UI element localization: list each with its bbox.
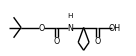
Text: O: O: [53, 36, 60, 45]
Text: H: H: [67, 13, 73, 19]
Text: O: O: [94, 36, 100, 45]
Text: O: O: [38, 24, 45, 32]
Text: OH: OH: [109, 24, 121, 32]
Text: N: N: [67, 24, 73, 32]
